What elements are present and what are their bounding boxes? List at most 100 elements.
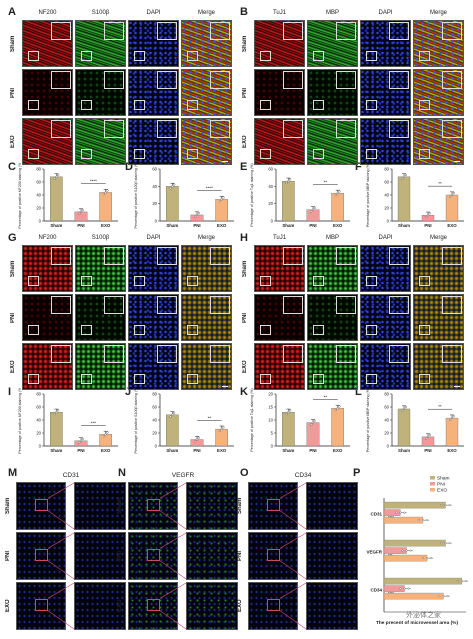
chart-k: Percentage of positive Tuj1 staining (%)…	[250, 388, 350, 453]
x-tick-label: Sham	[398, 223, 410, 228]
roi-box	[365, 50, 377, 61]
micrograph-tile	[16, 532, 66, 580]
panel-title: VEGFR	[171, 472, 195, 479]
zoom-connector-lines	[159, 482, 187, 630]
data-point	[222, 196, 225, 199]
y-tick-label: 20	[36, 206, 41, 211]
y-tick-label: 20	[268, 201, 273, 206]
y-tick-label: 20	[152, 431, 157, 436]
micrograph-tile	[128, 532, 178, 580]
x-tick-label: EXO	[447, 223, 457, 228]
bar-sham	[282, 180, 295, 222]
bar-pni	[74, 211, 88, 222]
roi-box	[418, 50, 430, 61]
zoom-inset	[442, 345, 462, 363]
data-point	[460, 580, 463, 583]
data-point	[285, 412, 288, 416]
x-tick-label: Sham	[50, 448, 62, 453]
micrograph-tile	[254, 294, 305, 341]
data-point	[402, 407, 406, 411]
data-point	[421, 519, 424, 522]
y-axis-label: Percentage of positive NF200 staining (%…	[18, 388, 22, 454]
micrograph-tile	[181, 20, 232, 67]
micrograph-tile	[22, 118, 73, 165]
zoom-inset	[210, 296, 230, 314]
panel-letter-b: B	[240, 6, 248, 18]
column-header: DAPI	[378, 235, 393, 241]
roi-box	[259, 99, 271, 110]
zoom-inset	[442, 296, 462, 314]
zoom-inset	[442, 247, 462, 265]
micrograph-tile	[128, 343, 179, 390]
column-header: DAPI	[146, 10, 161, 16]
x-tick-label: Sham	[398, 448, 410, 453]
micrograph-tile	[254, 69, 305, 116]
zoom-inset	[389, 247, 409, 265]
roi-box	[80, 373, 92, 384]
data-point	[55, 175, 58, 178]
micrograph-tile	[22, 245, 73, 292]
y-tick-label: 60	[152, 405, 157, 410]
panel-letter-c: C	[8, 161, 16, 173]
roi-box	[259, 148, 271, 159]
bar-pni	[306, 209, 320, 222]
y-axis-label: Percentage of positive Tuj1 staining (%)	[250, 163, 254, 226]
row-label: PNI	[242, 312, 248, 323]
significance-label: ****	[388, 592, 394, 596]
y-tick-label: 0	[387, 444, 390, 449]
data-point	[404, 406, 407, 409]
roi-box	[133, 324, 145, 335]
roi-box	[186, 373, 198, 384]
chart-i: Percentage of positive NF200 staining (%…	[18, 388, 118, 454]
data-point	[407, 587, 410, 590]
chart-e: Percentage of positive Tuj1 staining (%)…	[250, 163, 350, 228]
row-label: PNI	[10, 312, 16, 323]
bar-exo	[215, 199, 228, 222]
row-label: PNI	[10, 87, 16, 98]
micrograph-tile	[128, 245, 179, 292]
micrograph-tile	[16, 482, 66, 530]
zoom-inset	[283, 296, 303, 314]
data-point	[81, 437, 84, 441]
bar-exo	[99, 192, 112, 222]
data-point	[78, 441, 81, 444]
micrograph-tile	[248, 482, 298, 530]
zoom-inset	[336, 345, 356, 363]
zoom-inset	[336, 296, 356, 314]
panel-letter-a: A	[8, 6, 16, 18]
data-point	[426, 557, 429, 560]
data-point	[311, 421, 315, 424]
x-tick-label: PNI	[193, 223, 200, 228]
panel-title: CD31	[62, 472, 80, 479]
x-tick-label: EXO	[217, 448, 227, 453]
scale-bar	[222, 386, 228, 387]
roi-box	[35, 498, 48, 511]
data-point	[442, 595, 445, 598]
chart-c: Percentage of positive NF200 staining (%…	[18, 163, 118, 229]
micrograph-tile	[254, 245, 305, 292]
roi-box	[133, 99, 145, 110]
zoom-inset	[389, 71, 409, 89]
bar-exo	[331, 408, 344, 447]
legend-swatch	[430, 476, 435, 480]
data-point	[194, 215, 197, 218]
zoom-inset	[157, 296, 177, 314]
data-point	[401, 409, 404, 412]
data-point	[440, 542, 443, 545]
data-point	[336, 192, 339, 195]
micrograph-tile	[75, 118, 126, 165]
data-point	[452, 192, 455, 195]
zoom-inset	[389, 22, 409, 40]
bar-sham	[50, 176, 63, 222]
roi-box	[133, 275, 145, 286]
row-label: Sham	[242, 35, 248, 52]
zoom-inset	[336, 247, 356, 265]
panel-letter-h: H	[240, 232, 248, 244]
data-point	[395, 511, 398, 514]
roi-box	[418, 99, 430, 110]
micrograph-tile	[360, 20, 411, 67]
micrograph-zoom-tile	[74, 532, 126, 580]
roi-box	[365, 275, 377, 286]
column-header: TuJ1	[272, 235, 287, 241]
zoom-inset	[104, 22, 124, 40]
